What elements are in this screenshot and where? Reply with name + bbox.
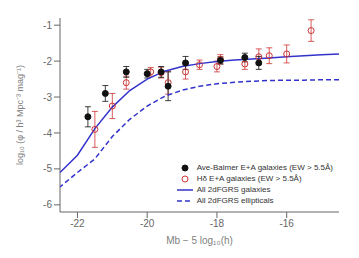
html-text:All 2dFGRS galaxies: All 2dFGRS galaxies bbox=[196, 185, 271, 194]
html-text:Hδ E+A galaxies (EW > 5.5Å): Hδ E+A galaxies (EW > 5.5Å) bbox=[196, 174, 302, 183]
svg-text:-3: -3 bbox=[43, 92, 52, 103]
svg-text:-22: -22 bbox=[70, 218, 85, 229]
svg-text:log₁₀ (φ / h³ Mpc⁻³ mag⁻¹): log₁₀ (φ / h³ Mpc⁻³ mag⁻¹) bbox=[15, 65, 25, 165]
html-text:All 2dFGRS ellipticals: All 2dFGRS ellipticals bbox=[196, 196, 274, 205]
svg-text:-1: -1 bbox=[43, 20, 52, 31]
html-text:Ave-Balmer E+A galaxies (EW >: Ave-Balmer E+A galaxies (EW > 5.5Å) bbox=[196, 163, 333, 172]
svg-text:Mb − 5 log₁₀(h): Mb − 5 log₁₀(h) bbox=[166, 235, 233, 246]
svg-text:-6: -6 bbox=[43, 199, 52, 210]
svg-text:-20: -20 bbox=[140, 218, 155, 229]
svg-text:-4: -4 bbox=[43, 128, 52, 139]
svg-text:-2: -2 bbox=[43, 56, 52, 67]
svg-text:-16: -16 bbox=[279, 218, 294, 229]
svg-text:-18: -18 bbox=[210, 218, 225, 229]
svg-text:-5: -5 bbox=[43, 163, 52, 174]
